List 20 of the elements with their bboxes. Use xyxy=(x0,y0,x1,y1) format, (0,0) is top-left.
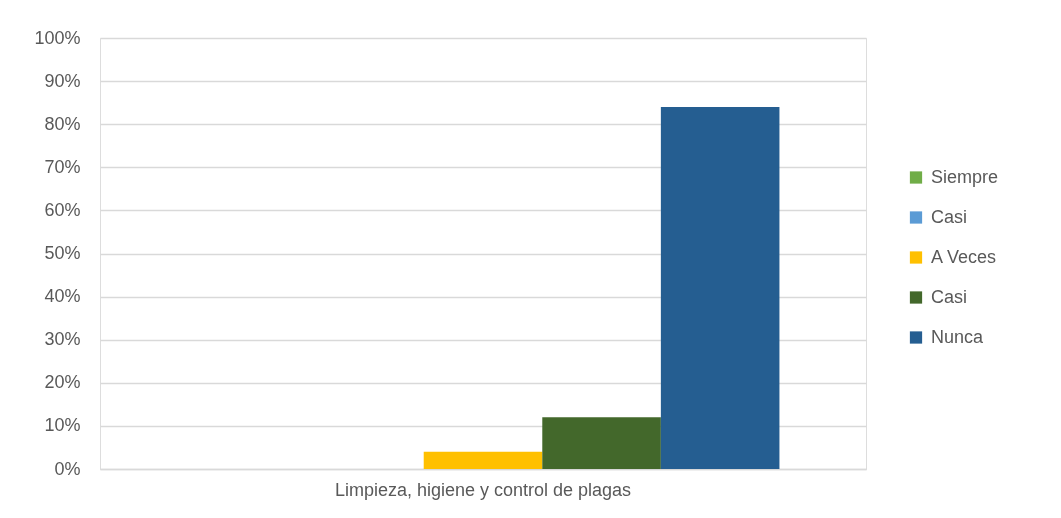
y-tick-label: 50% xyxy=(44,243,81,263)
y-tick-label: 40% xyxy=(44,286,81,307)
y-tick-label: 60% xyxy=(44,199,81,220)
y-tick-label: 100% xyxy=(34,27,81,48)
bar xyxy=(542,417,661,469)
legend-label: A Veces xyxy=(931,246,997,267)
legend-label: Casi xyxy=(931,206,968,227)
bar xyxy=(423,451,543,469)
y-tick-label: 30% xyxy=(44,329,81,350)
legend-label: Siempre xyxy=(931,166,999,187)
y-tick-label: 20% xyxy=(44,372,81,393)
x-tick-label: Limpieza, higiene y control de plagas xyxy=(334,479,632,500)
y-tick-label: 70% xyxy=(44,156,81,177)
legend-label: Casi xyxy=(931,286,968,307)
y-tick-label: 10% xyxy=(44,415,81,436)
y-tick-label: 0% xyxy=(54,458,81,479)
y-tick-label: 80% xyxy=(44,113,81,134)
legend-label: Nunca xyxy=(931,326,985,347)
bar xyxy=(660,106,780,469)
y-tick-label: 90% xyxy=(44,70,81,91)
